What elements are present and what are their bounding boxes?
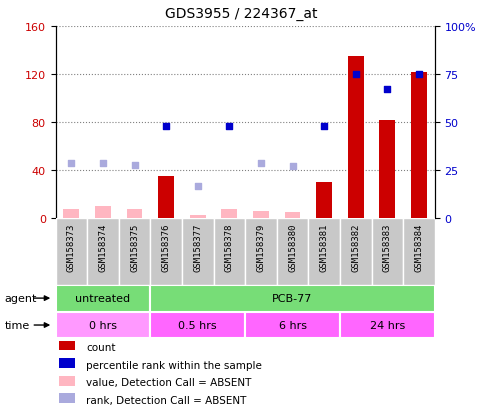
Bar <box>371 219 403 285</box>
Point <box>320 123 328 130</box>
Text: GSM158376: GSM158376 <box>162 223 170 272</box>
Point <box>257 160 265 166</box>
Bar <box>56 312 150 339</box>
Bar <box>95 207 111 219</box>
Bar <box>245 312 340 339</box>
Text: GSM158373: GSM158373 <box>67 223 76 272</box>
Text: GSM158374: GSM158374 <box>99 223 107 272</box>
Point <box>384 87 391 93</box>
Bar <box>150 285 435 312</box>
Text: GDS3955 / 224367_at: GDS3955 / 224367_at <box>165 7 318 21</box>
Text: agent: agent <box>5 293 37 304</box>
Bar <box>245 219 277 285</box>
Bar <box>158 177 174 219</box>
Bar <box>59 376 74 386</box>
Bar <box>308 219 340 285</box>
Text: 24 hrs: 24 hrs <box>369 320 405 330</box>
Bar <box>253 212 269 219</box>
Bar <box>403 219 435 285</box>
Bar <box>380 121 395 219</box>
Text: value, Detection Call = ABSENT: value, Detection Call = ABSENT <box>86 377 251 387</box>
Bar <box>340 219 371 285</box>
Bar <box>87 219 119 285</box>
Text: GSM158379: GSM158379 <box>256 223 266 272</box>
Text: GSM158384: GSM158384 <box>414 223 424 272</box>
Point <box>352 71 359 78</box>
Text: 0 hrs: 0 hrs <box>89 320 117 330</box>
Text: GSM158375: GSM158375 <box>130 223 139 272</box>
Bar <box>213 219 245 285</box>
Bar <box>56 285 150 312</box>
Text: GSM158377: GSM158377 <box>193 223 202 272</box>
Bar <box>221 209 237 219</box>
Bar <box>182 219 213 285</box>
Bar <box>127 209 142 219</box>
Text: GSM158383: GSM158383 <box>383 223 392 272</box>
Text: PCB-77: PCB-77 <box>272 293 313 304</box>
Bar <box>277 219 308 285</box>
Text: untreated: untreated <box>75 293 130 304</box>
Bar <box>63 209 79 219</box>
Bar <box>411 72 427 219</box>
Point <box>99 160 107 166</box>
Bar <box>59 394 74 403</box>
Bar <box>190 215 206 219</box>
Point <box>131 162 139 169</box>
Text: GSM158380: GSM158380 <box>288 223 297 272</box>
Text: 0.5 hrs: 0.5 hrs <box>178 320 217 330</box>
Bar <box>150 312 245 339</box>
Point <box>289 164 297 170</box>
Bar <box>59 358 74 368</box>
Point <box>226 123 233 130</box>
Text: 6 hrs: 6 hrs <box>279 320 307 330</box>
Bar <box>59 341 74 351</box>
Point <box>68 160 75 166</box>
Bar <box>340 312 435 339</box>
Point <box>415 71 423 78</box>
Bar <box>119 219 150 285</box>
Bar <box>348 57 364 219</box>
Text: percentile rank within the sample: percentile rank within the sample <box>86 360 262 370</box>
Text: GSM158378: GSM158378 <box>225 223 234 272</box>
Text: time: time <box>5 320 30 330</box>
Point <box>194 183 201 190</box>
Text: GSM158381: GSM158381 <box>320 223 328 272</box>
Text: count: count <box>86 342 115 352</box>
Point <box>162 123 170 130</box>
Bar <box>284 213 300 219</box>
Bar <box>56 219 87 285</box>
Bar <box>150 219 182 285</box>
Text: rank, Detection Call = ABSENT: rank, Detection Call = ABSENT <box>86 395 246 405</box>
Bar <box>316 183 332 219</box>
Text: GSM158382: GSM158382 <box>351 223 360 272</box>
